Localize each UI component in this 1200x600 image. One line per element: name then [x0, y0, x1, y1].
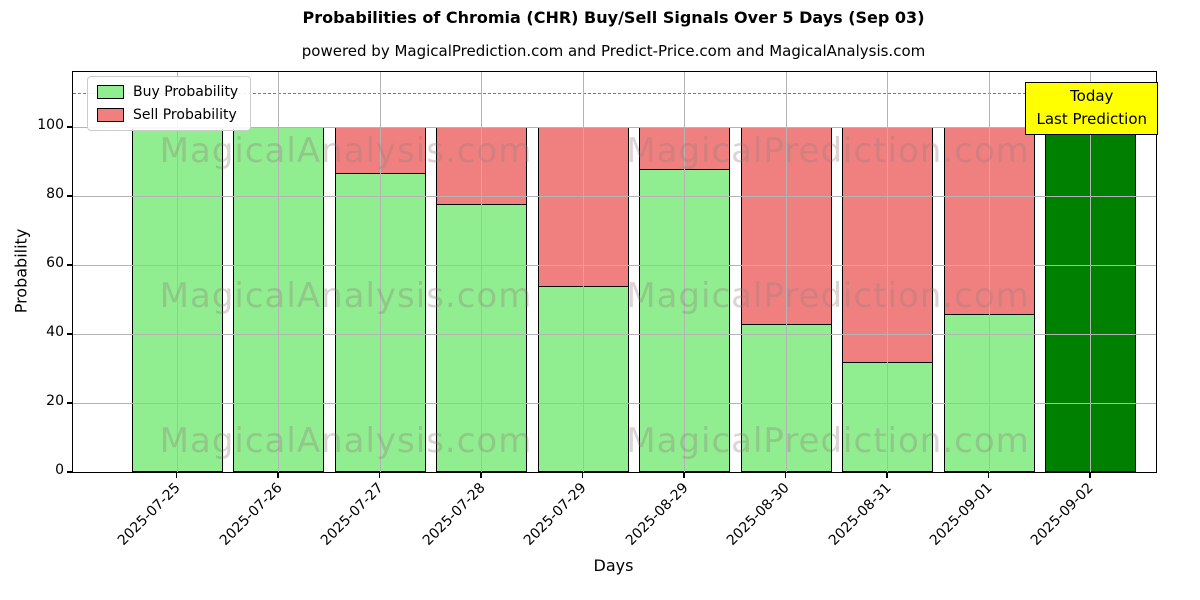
annotation-line-2: Last Prediction	[1036, 109, 1147, 128]
gridline-vertical	[481, 72, 483, 472]
gridline-vertical	[278, 72, 280, 472]
y-tick-label: 40	[46, 324, 64, 341]
y-tick-label: 60	[46, 255, 64, 272]
x-tick-mark	[581, 472, 584, 478]
y-axis-ticks: 0 20 40 60 80 100	[0, 71, 64, 478]
y-tick-label: 100	[37, 117, 64, 134]
gridline-vertical	[887, 72, 889, 472]
gridline-vertical	[582, 72, 584, 472]
x-tick-mark	[175, 472, 178, 478]
x-tick-label: 2025-07-26	[216, 480, 286, 549]
x-tick-mark	[987, 472, 990, 478]
legend-item-sell: Sell Probability	[97, 107, 238, 123]
x-tick-label: 2025-08-29	[622, 480, 692, 549]
gridline-horizontal	[73, 333, 1156, 335]
x-tick-mark	[480, 472, 482, 478]
gridline-horizontal	[73, 264, 1156, 266]
legend-label-buy: Buy Probability	[133, 84, 239, 100]
x-tick-mark	[886, 472, 888, 478]
legend-item-buy: Buy Probability	[97, 84, 238, 100]
x-tick-label: 2025-07-25	[114, 480, 184, 549]
x-tick-label: 2025-08-30	[723, 480, 793, 549]
x-tick-mark	[683, 472, 685, 478]
gridline-vertical	[379, 72, 381, 472]
x-tick-mark	[1089, 472, 1091, 478]
gridline-vertical	[177, 72, 178, 472]
annotation-box: Today Last Prediction	[1025, 82, 1158, 135]
y-tick-mark	[67, 333, 72, 335]
plot-area: Buy Probability Sell Probability Today L…	[72, 71, 1158, 473]
y-tick-mark	[67, 195, 72, 197]
y-tick-mark	[67, 126, 72, 128]
legend-swatch-buy-icon	[97, 85, 124, 99]
chart-subtitle: powered by MagicalPrediction.com and Pre…	[301, 42, 926, 60]
y-tick-label: 0	[55, 462, 64, 478]
legend-swatch-sell-icon	[97, 108, 124, 122]
gridline-horizontal	[73, 195, 1156, 197]
x-tick-label: 2025-07-29	[520, 480, 590, 549]
gridline-vertical	[1090, 72, 1092, 472]
legend-label-sell: Sell Probability	[133, 107, 237, 123]
x-tick-label: 2025-09-02	[1028, 480, 1098, 549]
chart-title: Probabilities of Chromia (CHR) Buy/Sell …	[302, 8, 925, 27]
x-tick-label: 2025-07-27	[317, 480, 387, 549]
gridline-horizontal	[73, 126, 1156, 128]
x-tick-label: 2025-09-01	[926, 480, 996, 549]
gridline-horizontal	[73, 402, 1156, 404]
annotation-line-1: Today	[1070, 87, 1114, 105]
x-tick-label: 2025-07-28	[419, 480, 489, 549]
legend: Buy Probability Sell Probability	[87, 76, 252, 131]
y-tick-label: 80	[46, 186, 64, 203]
x-tick-mark	[378, 472, 381, 478]
y-tick-label: 20	[46, 393, 64, 410]
x-tick-mark	[277, 472, 279, 478]
x-tick-label: 2025-08-31	[825, 480, 895, 549]
gridline-vertical	[785, 72, 787, 472]
y-tick-mark	[67, 264, 72, 266]
y-tick-mark	[67, 471, 72, 473]
gridline-vertical	[988, 72, 990, 472]
dashed-threshold-line	[73, 92, 1156, 94]
gridline-vertical	[684, 72, 686, 472]
y-tick-mark	[67, 402, 72, 404]
x-tick-mark	[784, 472, 787, 478]
x-axis-label: Days	[593, 556, 634, 575]
